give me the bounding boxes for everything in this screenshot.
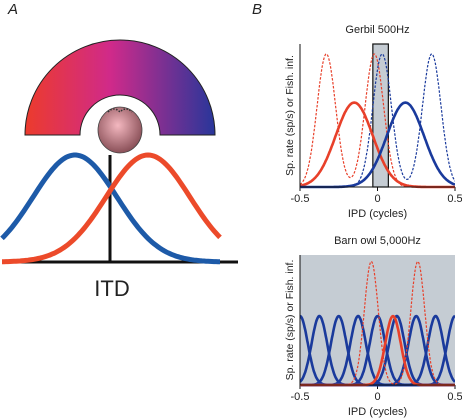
head-hair: [107, 108, 133, 114]
chart-title: Gerbil 500Hz: [345, 24, 409, 36]
right-curve: [2, 152, 222, 265]
x-tick-label: 0: [374, 193, 380, 205]
y-axis-label: Sp. rate (sp/s) or Fish. inf.: [284, 260, 296, 381]
head: [97, 106, 143, 154]
chart-title: Barn owl 5,000Hz: [334, 235, 421, 247]
panel-label: A: [7, 1, 18, 18]
y-axis-label: Sp. rate (sp/s) or Fish. inf.: [284, 55, 296, 176]
x-axis-label: IPD (cycles): [348, 208, 407, 220]
x-tick-label: -0.5: [291, 391, 310, 403]
x-tick-label: -0.5: [291, 193, 310, 205]
x-tick-label: 0.5: [447, 193, 462, 205]
itd-label: ITD: [94, 276, 129, 301]
itd-arc: [24, 39, 216, 136]
x-tick-label: 0.5: [447, 391, 462, 403]
x-tick-label: 0: [374, 391, 380, 403]
panel-label: B: [252, 1, 262, 18]
x-axis-label: IPD (cycles): [348, 406, 407, 418]
